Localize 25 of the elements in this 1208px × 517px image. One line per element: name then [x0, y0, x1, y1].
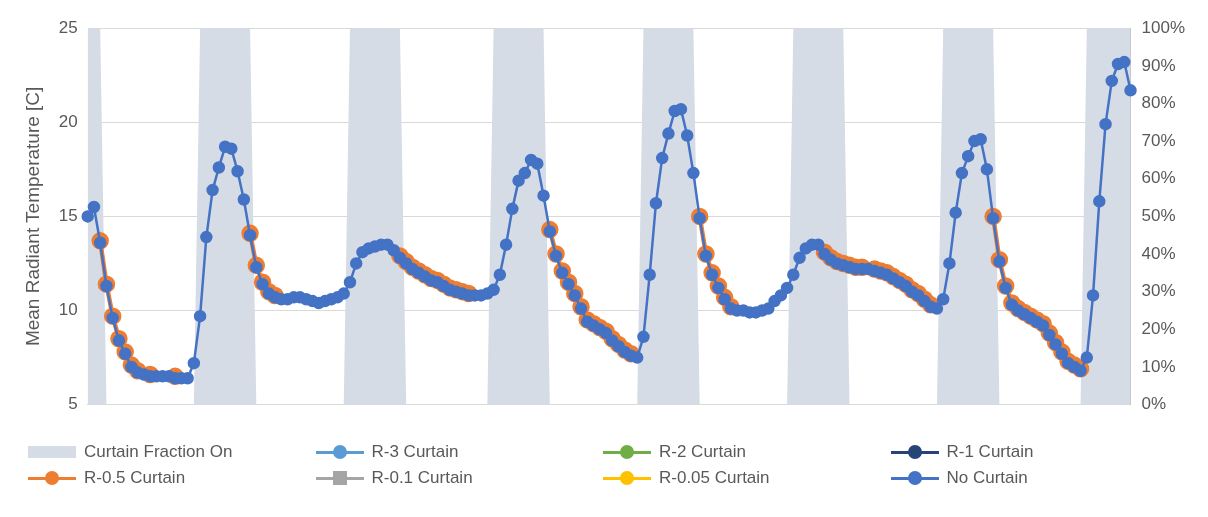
y-tick-label: 20	[58, 111, 78, 131]
legend-label: R-1 Curtain	[946, 442, 1034, 462]
y2-tick-label: 100%	[1141, 17, 1185, 37]
legend-label: R-2 Curtain	[659, 442, 746, 462]
legend-label: R-0.05 Curtain	[659, 468, 770, 488]
y2-tick-label: 10%	[1141, 356, 1176, 376]
y2-tick-label: 60%	[1141, 168, 1176, 188]
legend-label: R-0.5 Curtain	[84, 468, 186, 488]
legend-label: R-3 Curtain	[371, 442, 459, 462]
y2-tick-label: 70%	[1141, 130, 1176, 150]
legend-label: Curtain Fraction On	[84, 442, 233, 462]
y2-tick-label: 80%	[1141, 93, 1176, 113]
y-tick-label: 15	[58, 206, 78, 226]
y2-tick-label: 40%	[1141, 243, 1176, 263]
legend-label: No Curtain	[946, 468, 1028, 488]
y-axis-title: Mean Radiant Temperature [C]	[21, 86, 43, 347]
y-tick-label: 10	[58, 300, 78, 320]
y2-tick-label: 20%	[1141, 319, 1176, 339]
y2-tick-label: 90%	[1141, 55, 1176, 75]
y2-tick-label: 50%	[1141, 206, 1176, 226]
y2-tick-label: 0%	[1141, 394, 1167, 414]
y-tick-label: 5	[68, 394, 78, 414]
legend-label: R-0.1 Curtain	[371, 468, 473, 488]
y2-tick-label: 30%	[1141, 281, 1176, 301]
y-tick-label: 25	[58, 17, 78, 37]
